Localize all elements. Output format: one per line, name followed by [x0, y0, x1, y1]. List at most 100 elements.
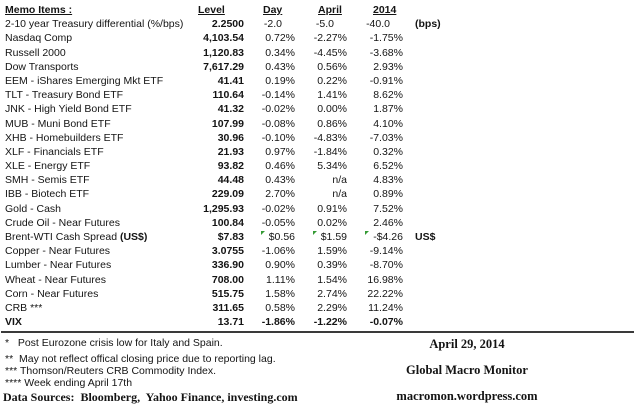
cell-april: 2.74%: [317, 287, 347, 300]
memo-items-table: Memo Items : Level Day April 2014 2-10 year T…: [5, 3, 441, 329]
cell-april: 2.29%: [317, 301, 347, 314]
cell-item: Wheat - Near Futures: [5, 273, 106, 286]
cell-y2014: 4.10%: [373, 117, 403, 130]
cell-day: -0.10%: [261, 131, 295, 144]
cell-item: IBB - Biotech ETF: [5, 188, 90, 201]
cell-level: 41.32: [217, 103, 244, 116]
cell-note: [406, 258, 415, 272]
divider-line: [1, 331, 634, 333]
header-y2014: 2014: [350, 3, 406, 17]
cell-day: 0.46%: [265, 160, 295, 173]
header-item: Memo Items :: [5, 3, 190, 17]
table-row: MUB - Muni Bond ETF 107.99 -0.08% 0.86% 4.10…: [5, 117, 441, 131]
footnote-1: * Post Eurozone crisis low for Italy and…: [5, 337, 223, 349]
cell-day: 1.11%: [266, 273, 295, 286]
footnote-3: *** Thomson/Reuters CRB Commodity Index.: [5, 365, 217, 377]
table-row: VIX 13.71 -1.86% -1.22% -0.07%: [5, 315, 441, 329]
cell-april: 0.22%: [317, 74, 347, 87]
cell-note: [406, 60, 415, 74]
cell-y2014: -1.75%: [369, 32, 403, 45]
table-header-row: Memo Items : Level Day April 2014: [5, 3, 441, 17]
cell-item: XLE - Energy ETF: [5, 160, 91, 173]
cell-item: Crude Oil - Near Futures: [5, 216, 120, 229]
cell-day: 0.19%: [265, 74, 295, 87]
cell-level: 515.75: [211, 287, 244, 300]
cell-item: TLT - Treasury Bond ETF: [5, 89, 124, 102]
cell-level: 3.0755: [211, 245, 244, 258]
table-row: EEM - iShares Emerging Mkt ETF 41.41 0.19%…: [5, 74, 441, 88]
report-date: April 29, 2014: [429, 337, 505, 351]
green-corner-marker-icon: [312, 231, 317, 235]
cell-day: 0.97%: [265, 145, 295, 158]
header-label: Day: [263, 4, 283, 16]
cell-item: SMH - Semis ETF: [5, 174, 90, 187]
header-day: Day: [247, 3, 298, 17]
cell-day: -1.06%: [261, 245, 295, 258]
cell-note: [406, 131, 415, 145]
table-row: Nasdaq Comp 4,103.54 0.72% -2.27% -1.75%: [5, 31, 441, 45]
green-corner-marker-icon: [260, 231, 265, 235]
cell-item: MUB - Muni Bond ETF: [5, 117, 111, 130]
cell-day: 0.72%: [265, 32, 295, 45]
footnote-4: **** Week ending April 17th: [5, 377, 133, 389]
cell-day: 0.90%: [265, 259, 295, 272]
cell-y2014: 22.22%: [367, 287, 403, 300]
cell-april: -4.45%: [313, 46, 347, 59]
cell-note: [406, 287, 415, 301]
table-row: IBB - Biotech ETF 229.09 2.70% n/a 0.89%: [5, 187, 441, 201]
cell-april: 0.00%: [317, 103, 347, 116]
cell-level: 708.00: [211, 273, 244, 286]
header-label: April: [318, 4, 342, 16]
cell-april: -1.84%: [313, 145, 347, 158]
cell-level: 21.93: [217, 145, 244, 158]
table-row: Corn - Near Futures 515.75 1.58% 2.74% 22.22…: [5, 287, 441, 301]
cell-item: XHB - Homebuilders ETF: [5, 131, 124, 144]
cell-level: 110.64: [212, 89, 244, 102]
cell-day: -2.0: [263, 18, 282, 31]
cell-note: [406, 315, 415, 329]
table-row: Brent-WTI Cash Spread (US$) $7.83 $0.56 $1.…: [5, 230, 441, 244]
cell-y2014: -0.91%: [369, 74, 403, 87]
cell-item: Brent-WTI Cash Spread (US$): [5, 231, 148, 243]
cell-level: $7.83: [217, 231, 244, 243]
cell-y2014: 2.93%: [373, 60, 403, 73]
cell-april: 1.41%: [317, 89, 347, 102]
cell-april: -5.0: [315, 18, 334, 31]
cell-level: 100.84: [211, 216, 244, 229]
cell-day: -0.02%: [261, 202, 295, 215]
table-row: TLT - Treasury Bond ETF 110.64 -0.14% 1.41%…: [5, 88, 441, 102]
cell-y2014: 6.52%: [373, 160, 403, 173]
table-row: Dow Transports 7,617.29 0.43% 0.56% 2.93%: [5, 60, 441, 74]
cell-item: Lumber - Near Futures: [5, 259, 112, 272]
cell-y2014: 16.98%: [367, 273, 403, 286]
cell-day: -1.86%: [261, 316, 295, 329]
data-sources: Data Sources: Bloomberg, Yahoo Finance, …: [3, 390, 298, 404]
cell-april: 5.34%: [317, 160, 347, 173]
cell-april: 0.39%: [317, 259, 347, 272]
table-row: XLE - Energy ETF 93.82 0.46% 5.34% 6.52%: [5, 159, 441, 173]
cell-april: -1.22%: [313, 316, 347, 329]
cell-y2014: 4.83%: [373, 174, 403, 187]
cell-note: [406, 74, 415, 88]
cell-note: [406, 102, 415, 116]
cell-note: [406, 145, 415, 159]
cell-note: [406, 159, 415, 173]
cell-item: Gold - Cash: [5, 202, 62, 215]
cell-item: XLF - Financials ETF: [5, 145, 104, 158]
cell-note: [406, 173, 415, 187]
header-label: Memo Items :: [5, 4, 73, 16]
header-label: 2014: [373, 4, 397, 16]
cell-day: -0.02%: [261, 103, 295, 116]
cell-item-bold-part: (US$): [119, 231, 148, 243]
cell-day: -0.05%: [261, 216, 295, 229]
cell-note: [406, 46, 415, 60]
table-row: SMH - Semis ETF 44.48 0.43% n/a 4.83%: [5, 173, 441, 187]
cell-note: [406, 244, 415, 258]
cell-level: 107.99: [211, 117, 244, 130]
cell-april: n/a: [332, 188, 347, 201]
header-label: Level: [198, 4, 225, 16]
table-row: Russell 2000 1,120.83 0.34% -4.45% -3.68%: [5, 46, 441, 60]
cell-april: 0.86%: [317, 117, 347, 130]
cell-level: 44.48: [217, 174, 244, 187]
